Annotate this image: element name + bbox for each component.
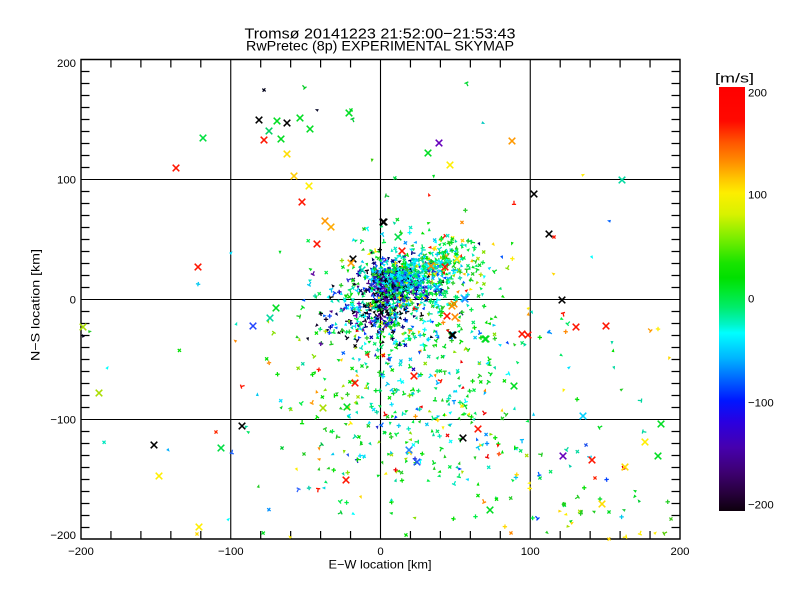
svg-text:200: 200 [670,546,689,558]
svg-text:N−S location [km]: N−S location [km] [29,249,43,361]
svg-text:Tromsø 20141223 21:52:00−21:53: Tromsø 20141223 21:52:00−21:53:43 [245,26,516,43]
svg-text:−200: −200 [748,500,774,512]
svg-text:−100: −100 [218,546,244,558]
svg-text:RwPretec (8p) EXPERIMENTAL SKY: RwPretec (8p) EXPERIMENTAL SKYMAP [246,39,514,55]
svg-text:0: 0 [70,295,76,307]
svg-text:0: 0 [748,294,754,306]
svg-text:−100: −100 [748,398,774,410]
svg-text:100: 100 [521,546,540,558]
svg-text:200: 200 [748,88,767,100]
svg-text:−100: −100 [50,415,76,427]
svg-text:−200: −200 [50,530,76,542]
svg-text:E−W location [km]: E−W location [km] [329,558,432,572]
svg-text:−200: −200 [68,546,94,558]
svg-text:100: 100 [748,190,767,202]
svg-text:200: 200 [57,58,76,70]
svg-text:100: 100 [57,175,76,187]
svg-text:0: 0 [377,546,383,558]
svg-text:[m/s]: [m/s] [715,71,754,86]
